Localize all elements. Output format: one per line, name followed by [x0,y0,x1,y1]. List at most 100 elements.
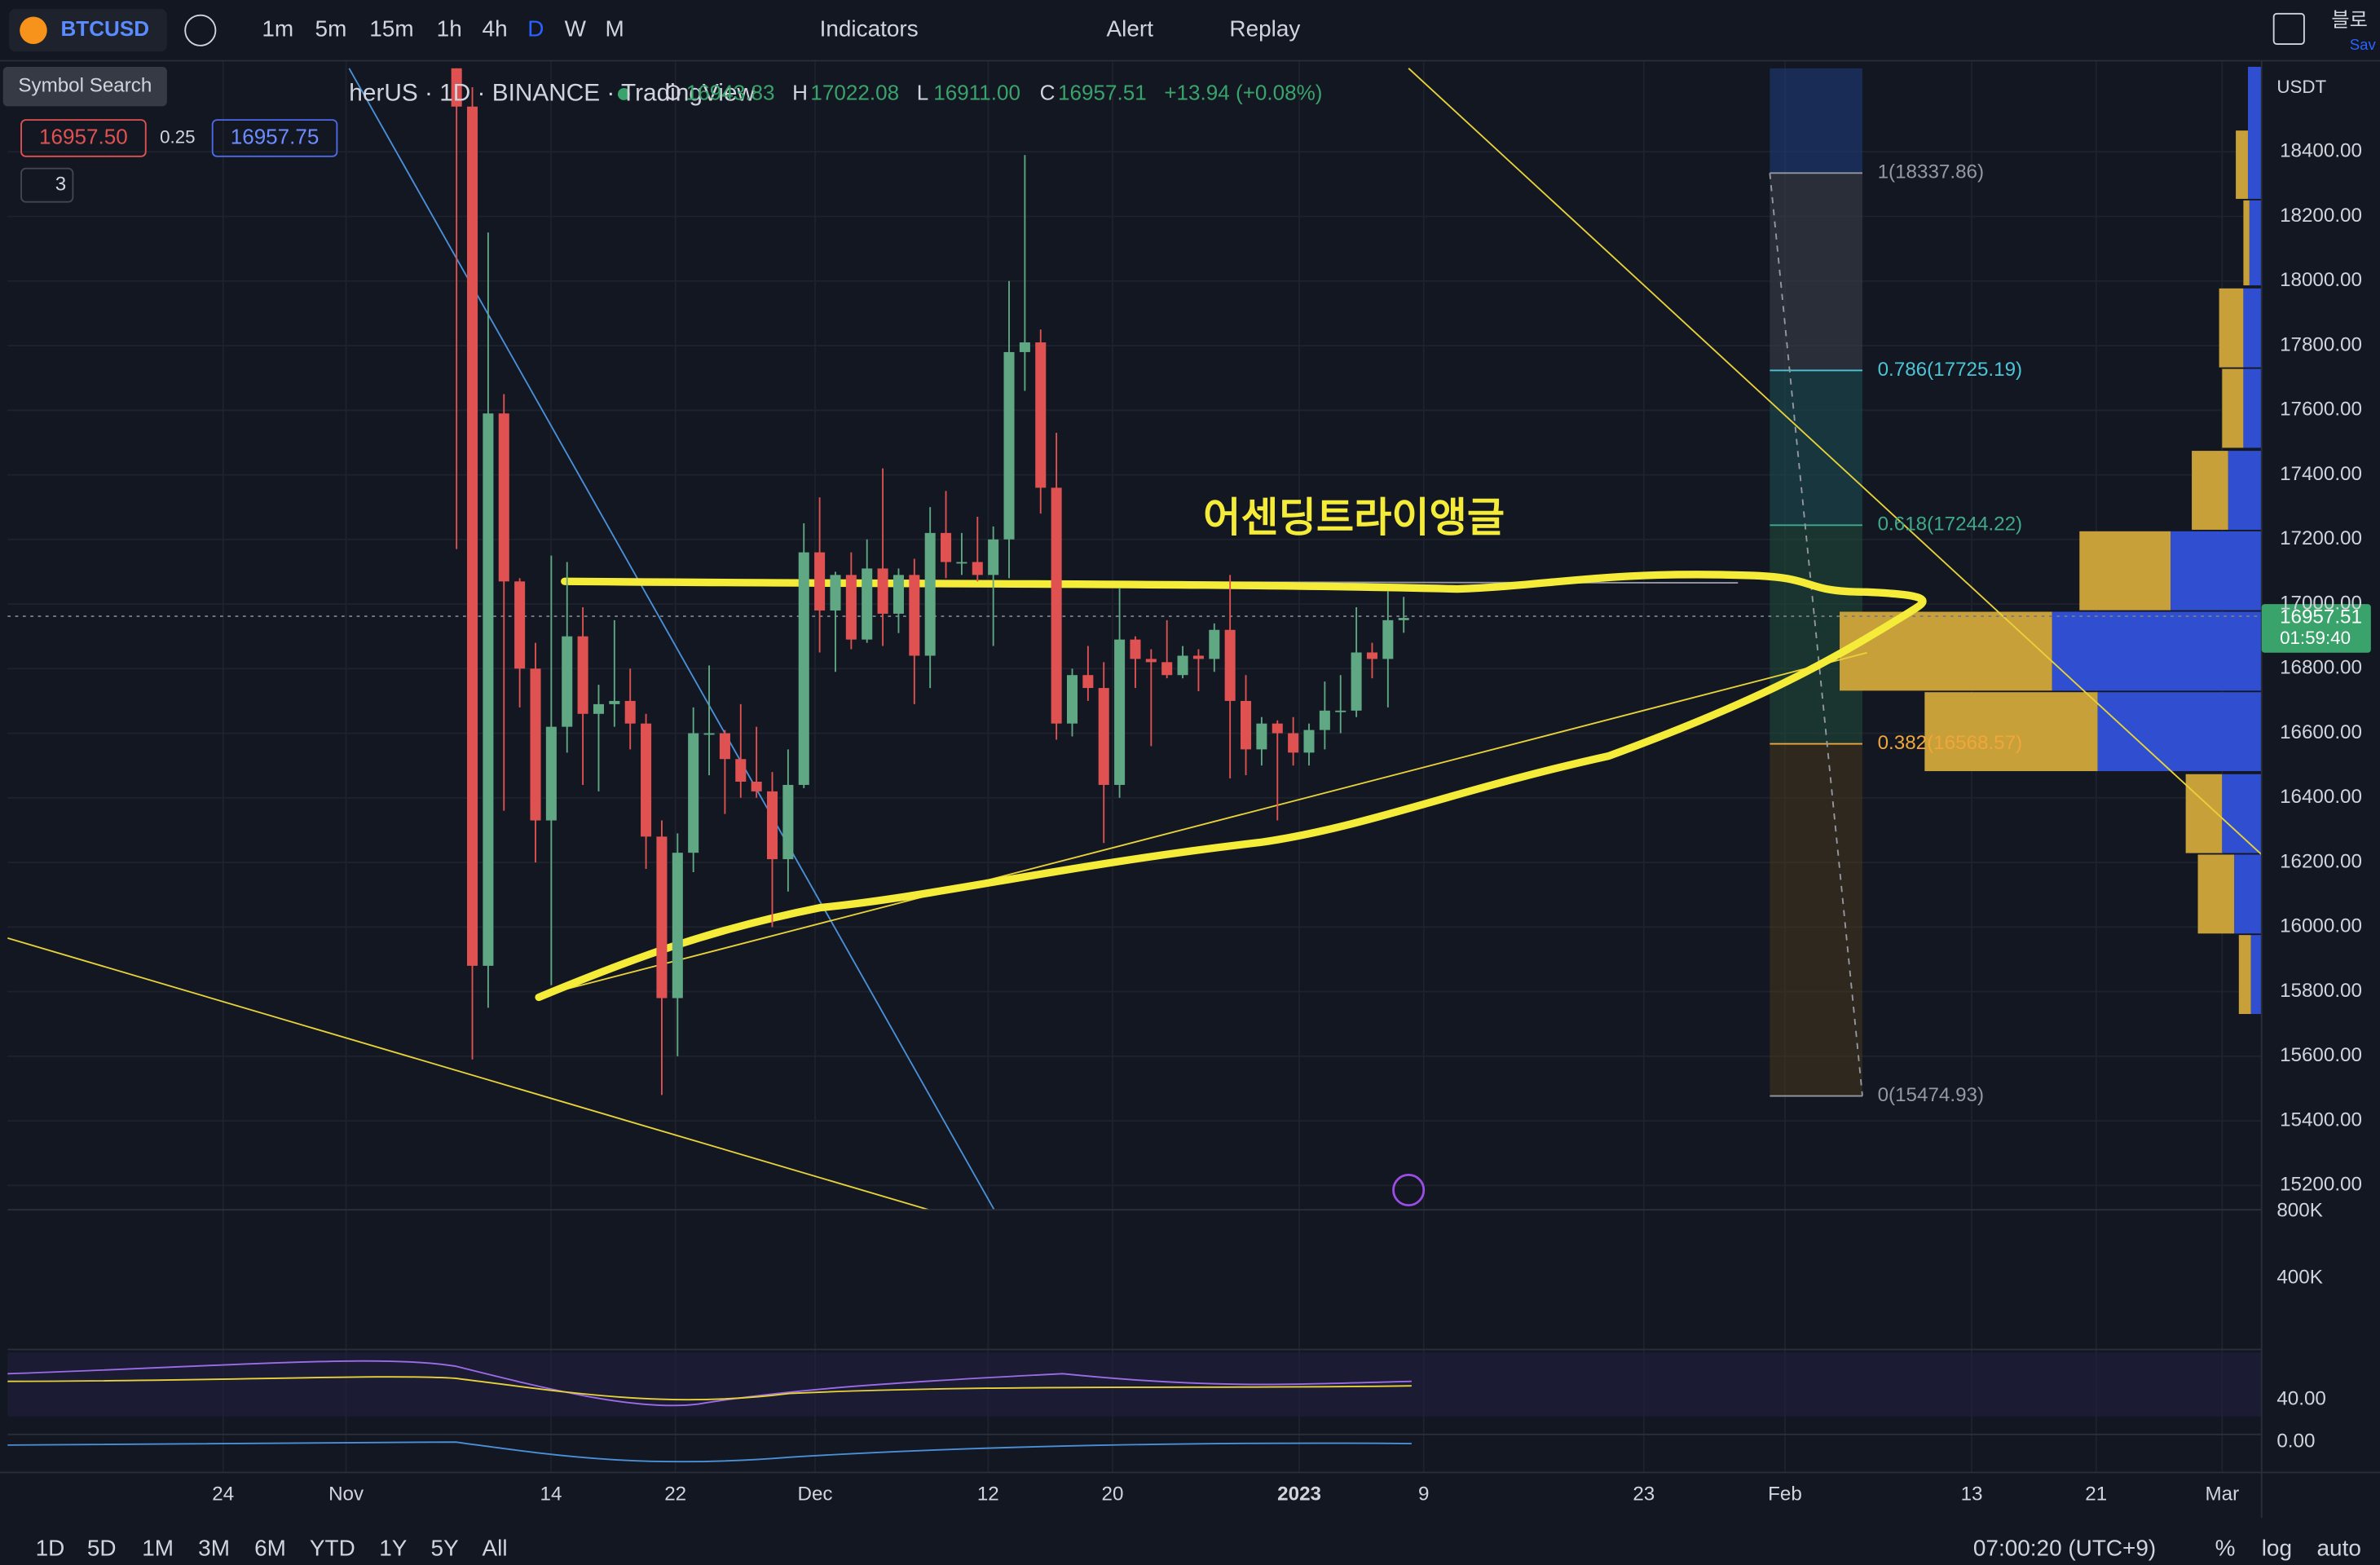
candle-body [562,636,573,727]
candle-body [782,784,794,860]
range-button[interactable]: 1Y [379,1536,408,1561]
candle-body [1382,619,1394,659]
price-label: 18200.00 [2280,205,2362,227]
candle-body [1161,662,1173,676]
price-label: 16000.00 [2280,915,2362,937]
interval-button[interactable]: 4h [483,16,508,42]
candles [451,68,1409,1096]
legend-h-label: H [792,80,808,104]
interval-button[interactable]: 15m [369,16,413,42]
date-label: 23 [1633,1483,1655,1505]
alert-button[interactable]: Alert [1107,16,1154,42]
legend-c: 16957.51 [1058,80,1147,104]
price-label: 18400.00 [2280,140,2362,162]
vp-bar [2247,66,2262,199]
percent-toggle[interactable]: % [2215,1536,2236,1561]
candle-body [1335,710,1346,712]
fib-retracement [1769,68,1863,1097]
symbol[interactable]: BTCUSD [60,16,149,41]
vp-bar [2197,854,2235,934]
candle-body [1177,655,1188,676]
vp-bar [2097,692,2262,772]
range-button[interactable]: 5Y [431,1536,460,1561]
interval-button[interactable]: 5m [315,16,347,42]
candle-body [1130,639,1141,659]
candle-body [1098,688,1109,785]
btc-icon [20,16,47,45]
ask-box[interactable] [211,119,338,157]
collapse-count[interactable]: 3 [55,174,66,196]
candle-body [956,562,967,564]
trend-line [7,937,929,1211]
bid-price[interactable]: 16957.50 [39,124,128,148]
range-button[interactable]: 1D [36,1536,65,1561]
bid-box[interactable] [20,119,147,157]
range-button[interactable]: 6M [254,1536,286,1561]
status-dot [617,88,630,100]
vp-bar [2171,531,2262,611]
event-icon[interactable] [1392,1173,1426,1207]
vp-bar [2079,531,2171,611]
date-label: 2023 [1277,1483,1321,1505]
candle-body [609,700,620,704]
interval-button[interactable]: W [565,16,587,42]
price-label: 16600.00 [2280,721,2362,743]
candle-body [988,539,999,575]
annotation: 어센딩트라이앵글 [1203,494,1505,540]
candle-body [814,552,826,611]
date-label: 13 [1961,1483,1983,1505]
trend-line [1408,68,2263,856]
fib-zone [1770,173,1862,371]
price-label: 18000.00 [2280,269,2362,291]
vp-bar [2243,200,2250,286]
candle-body [1241,700,1252,750]
auto-toggle[interactable]: auto [2317,1536,2361,1561]
fib-label: 0.618(17244.22) [1878,514,2023,536]
candle-body [766,791,778,860]
ask-price[interactable]: 16957.75 [231,124,320,148]
grid [7,60,2262,1473]
candle-body [1019,342,1030,352]
indicators-button[interactable]: Indicators [820,16,919,42]
candle-body [1272,723,1283,734]
date-label: Feb [1768,1483,1802,1505]
legend-h: 17022.08 [810,80,899,104]
range-button[interactable]: All [483,1536,508,1561]
price-label: 17200.00 [2280,527,2362,549]
replay-button[interactable]: Replay [1229,16,1300,42]
candle-body [972,562,983,575]
legend-l: 16911.00 [933,80,1020,104]
symbol-button[interactable] [9,9,167,52]
candle-body [688,733,699,853]
candle-body [1351,652,1362,711]
range-button[interactable]: 3M [198,1536,230,1561]
rsi-label: 40.00 [2276,1387,2326,1409]
interval-button[interactable]: 1m [262,16,293,42]
range-button[interactable]: YTD [310,1536,355,1561]
candle-body [1224,629,1236,701]
volume-label: 800K [2276,1199,2323,1221]
candle-body [1319,710,1330,730]
date-label: 21 [2085,1483,2107,1505]
candle-body [593,703,604,714]
interval-button[interactable]: D [527,16,544,42]
interval-button[interactable]: M [606,16,624,42]
candle-body [514,581,526,669]
date-label: 24 [212,1483,234,1505]
fib-label: 0.786(17725.19) [1878,359,2023,381]
log-toggle[interactable]: log [2262,1536,2292,1561]
tooltip-bg [2,66,167,107]
interval-button[interactable]: 1h [437,16,462,42]
candle-body [467,106,478,966]
vp-bar [2234,854,2262,934]
legend-title: herUS · 1D · BINANCE · TradingView [349,79,755,106]
vp-bar [2243,368,2262,448]
layout-button[interactable] [2272,12,2305,45]
range-button[interactable]: 1M [142,1536,174,1561]
range-button[interactable]: 5D [87,1536,117,1561]
rsi-ma [7,1376,1412,1401]
macd-line [7,1441,1412,1463]
collapse-box[interactable] [20,167,74,203]
legend-o-label: O [665,80,681,104]
compare-button[interactable] [184,14,217,46]
